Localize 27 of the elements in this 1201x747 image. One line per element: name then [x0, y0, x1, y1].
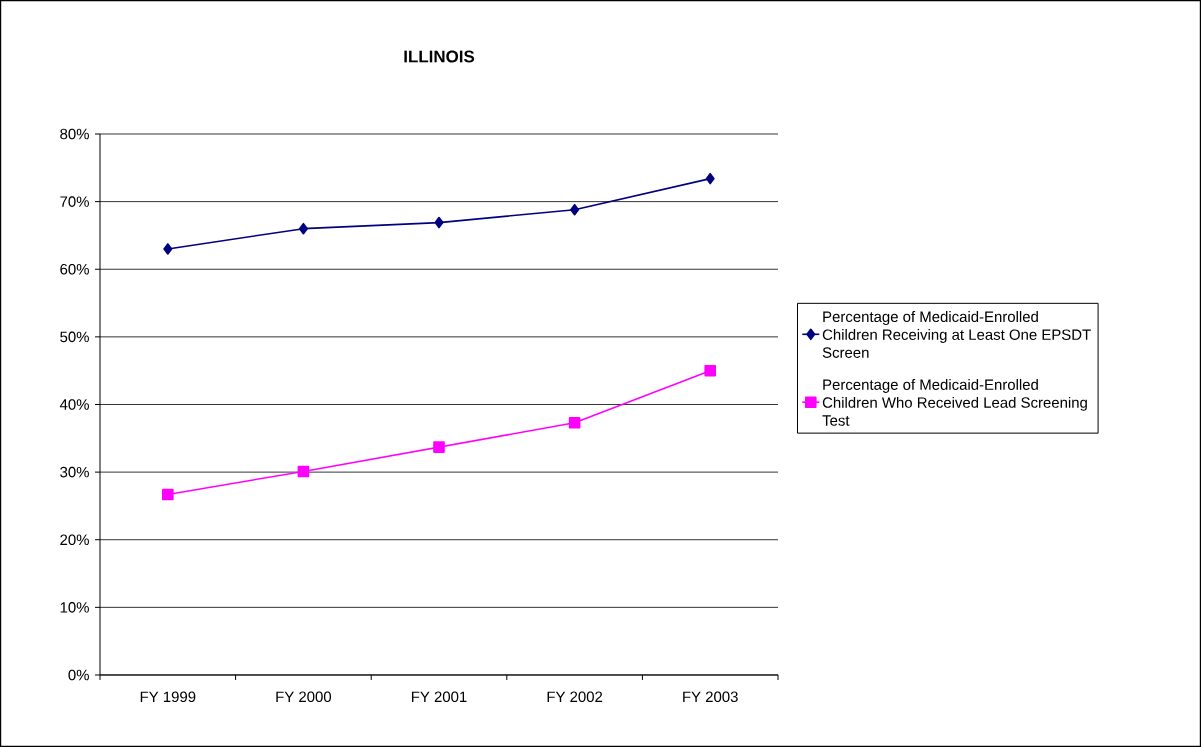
- chart-title: ILLINOIS: [404, 50, 475, 63]
- x-tick-label: FY 1999: [140, 691, 196, 703]
- point: [434, 216, 444, 229]
- point: [568, 416, 581, 429]
- y-tick-label: 10%: [60, 602, 89, 613]
- x-tick-label: FY 2001: [411, 691, 467, 703]
- x-tick-label: FY 2002: [547, 691, 603, 703]
- x-tick-label: FY 2003: [683, 691, 738, 703]
- y-tick-label: 20%: [60, 534, 89, 546]
- y-tick-label: 50%: [60, 331, 89, 343]
- legend-label: Percentage of Medicaid-Enrolled Children Who Received Lead Screening Test: [822, 378, 1087, 426]
- y-tick-label: 80%: [60, 128, 89, 140]
- y-tick-label: 30%: [60, 466, 89, 478]
- point: [570, 203, 580, 216]
- x-tick-label: FY 2000: [276, 691, 332, 703]
- y-tick-label: 60%: [60, 263, 89, 275]
- point: [704, 364, 717, 377]
- y-tick-label: 40%: [59, 399, 89, 410]
- point: [297, 465, 310, 478]
- point: [162, 488, 174, 501]
- point: [433, 441, 445, 453]
- y-tick-label: 70%: [60, 196, 89, 207]
- point: [705, 172, 715, 185]
- point: [163, 243, 173, 255]
- point: [298, 222, 308, 235]
- legend-label: Percentage of Medicaid-Enrolled Children Receiving at Least One EPSDT Screen: [822, 311, 1091, 358]
- y-tick-label: 0%: [68, 669, 89, 681]
